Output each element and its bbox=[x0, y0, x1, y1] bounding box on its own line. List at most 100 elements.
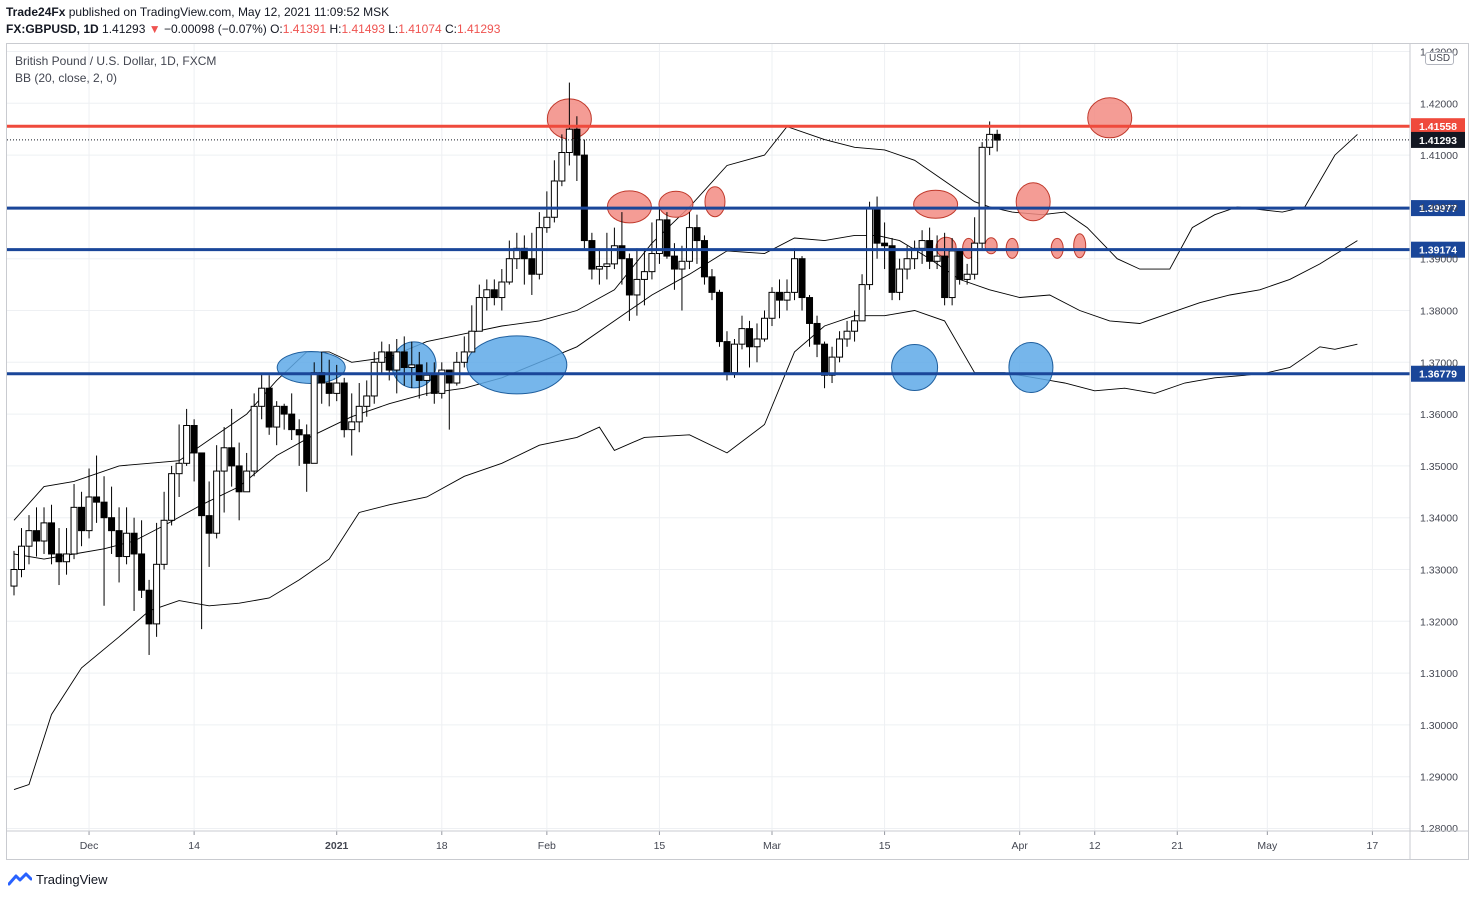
candle-up[interactable] bbox=[438, 369, 446, 394]
candle-up[interactable] bbox=[948, 250, 956, 299]
candle-down[interactable] bbox=[385, 351, 393, 371]
candle-up[interactable] bbox=[933, 255, 941, 262]
candle-up[interactable] bbox=[836, 338, 844, 358]
candle-up[interactable] bbox=[828, 356, 836, 376]
candle-up[interactable] bbox=[768, 291, 776, 319]
candle-up[interactable] bbox=[258, 387, 266, 407]
candle-down[interactable] bbox=[130, 532, 138, 555]
candle-down[interactable] bbox=[55, 553, 63, 563]
candle-up[interactable] bbox=[393, 351, 401, 371]
candle-down[interactable] bbox=[340, 382, 348, 431]
candle-up[interactable] bbox=[610, 245, 618, 265]
candle-up[interactable] bbox=[483, 289, 491, 299]
candle-down[interactable] bbox=[580, 154, 588, 242]
candle-up[interactable] bbox=[355, 405, 363, 423]
candle-down[interactable] bbox=[625, 258, 633, 296]
candle-up[interactable] bbox=[243, 470, 251, 493]
candle-up[interactable] bbox=[858, 284, 866, 322]
candle-down[interactable] bbox=[941, 255, 949, 299]
candle-up[interactable] bbox=[10, 569, 18, 587]
candle-down[interactable] bbox=[700, 240, 708, 278]
candle-down[interactable] bbox=[715, 291, 723, 343]
candle-down[interactable] bbox=[265, 387, 273, 428]
candle-up[interactable] bbox=[70, 506, 78, 555]
candle-down[interactable] bbox=[295, 429, 303, 436]
candle-up[interactable] bbox=[738, 328, 746, 345]
candle-up[interactable] bbox=[655, 219, 663, 255]
candle-up[interactable] bbox=[761, 317, 768, 340]
candle-up[interactable] bbox=[565, 128, 573, 154]
candle-down[interactable] bbox=[618, 245, 626, 260]
chart-frame[interactable] bbox=[6, 43, 1469, 860]
candle-up[interactable] bbox=[40, 522, 48, 542]
candle-up[interactable] bbox=[153, 563, 161, 625]
candle-down[interactable] bbox=[33, 530, 41, 542]
candle-up[interactable] bbox=[851, 320, 859, 332]
candle-down[interactable] bbox=[588, 240, 596, 270]
candle-down[interactable] bbox=[108, 517, 116, 532]
candle-up[interactable] bbox=[423, 374, 431, 381]
candle-up[interactable] bbox=[918, 240, 926, 249]
candle-down[interactable] bbox=[205, 515, 213, 534]
candle-down[interactable] bbox=[93, 496, 101, 503]
candle-down[interactable] bbox=[745, 328, 753, 348]
candle-down[interactable] bbox=[776, 291, 784, 301]
candle-up[interactable] bbox=[273, 405, 281, 428]
candle-up[interactable] bbox=[25, 530, 33, 547]
indicator-label[interactable]: BB (20, close, 2, 0) bbox=[15, 71, 118, 85]
candle-down[interactable] bbox=[325, 382, 333, 394]
candle-down[interactable] bbox=[100, 501, 108, 519]
candle-up[interactable] bbox=[370, 361, 378, 397]
candle-up[interactable] bbox=[333, 382, 341, 394]
candle-up[interactable] bbox=[843, 330, 851, 340]
candle-up[interactable] bbox=[730, 343, 738, 374]
candle-up[interactable] bbox=[498, 281, 506, 299]
currency-badge[interactable]: USD bbox=[1425, 52, 1455, 65]
candle-down[interactable] bbox=[145, 589, 153, 625]
candle-down[interactable] bbox=[490, 289, 498, 299]
candle-down[interactable] bbox=[873, 207, 881, 244]
candle-down[interactable] bbox=[881, 242, 889, 247]
candle-down[interactable] bbox=[708, 276, 716, 293]
candle-up[interactable] bbox=[791, 258, 799, 293]
candle-down[interactable] bbox=[888, 245, 896, 293]
candle-up[interactable] bbox=[63, 553, 71, 563]
candle-down[interactable] bbox=[78, 506, 86, 532]
candle-up[interactable] bbox=[558, 152, 566, 182]
candle-up[interactable] bbox=[408, 364, 416, 368]
candle-up[interactable] bbox=[168, 473, 176, 521]
candle-up[interactable] bbox=[505, 258, 513, 283]
candle-up[interactable] bbox=[595, 265, 603, 270]
candle-up[interactable] bbox=[550, 180, 558, 218]
candle-up[interactable] bbox=[85, 496, 93, 532]
footer-branding[interactable]: TradingView bbox=[8, 870, 108, 888]
candle-up[interactable] bbox=[18, 545, 26, 571]
candle-down[interactable] bbox=[430, 374, 438, 394]
candle-up[interactable] bbox=[896, 268, 904, 293]
candle-down[interactable] bbox=[190, 424, 198, 454]
candle-up[interactable] bbox=[183, 424, 191, 464]
candle-up[interactable] bbox=[963, 273, 971, 280]
candle-down[interactable] bbox=[821, 343, 829, 376]
candle-down[interactable] bbox=[115, 530, 123, 558]
candle-down[interactable] bbox=[235, 465, 243, 493]
candle-down[interactable] bbox=[663, 219, 671, 257]
candle-down[interactable] bbox=[303, 434, 311, 464]
candle-down[interactable] bbox=[723, 341, 731, 374]
candle-down[interactable] bbox=[138, 553, 146, 591]
candle-up[interactable] bbox=[685, 227, 693, 262]
candle-up[interactable] bbox=[123, 532, 131, 558]
candle-up[interactable] bbox=[971, 242, 979, 275]
candle-up[interactable] bbox=[986, 133, 994, 148]
candle-down[interactable] bbox=[670, 255, 678, 270]
candle-down[interactable] bbox=[400, 351, 408, 368]
candle-up[interactable] bbox=[633, 278, 641, 296]
candle-up[interactable] bbox=[310, 372, 318, 464]
candle-up[interactable] bbox=[348, 421, 356, 431]
candle-up[interactable] bbox=[783, 291, 791, 301]
candle-up[interactable] bbox=[978, 146, 986, 244]
candle-up[interactable] bbox=[378, 351, 386, 363]
candle-up[interactable] bbox=[475, 297, 483, 332]
candle-up[interactable] bbox=[213, 470, 221, 534]
